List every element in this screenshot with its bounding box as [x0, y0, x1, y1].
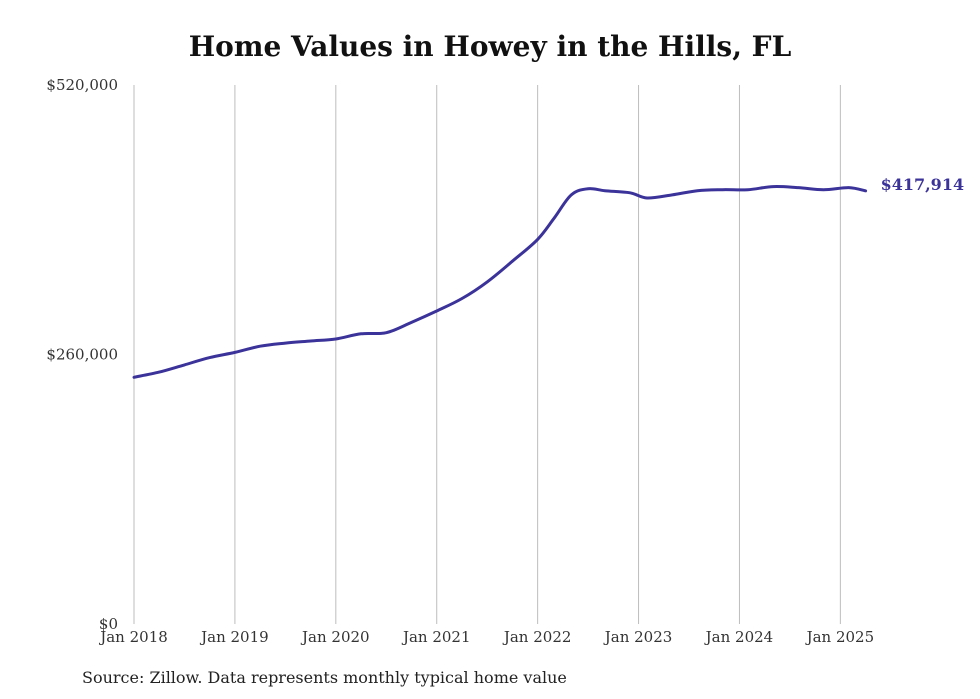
y-tick-label: $520,000: [46, 76, 118, 94]
x-tick-label: Jan 2019: [199, 628, 269, 646]
end-value-label: $417,914: [881, 175, 965, 194]
y-axis-ticks: $0 $260,000 $520,000: [46, 76, 118, 633]
x-tick-label: Jan 2024: [704, 628, 774, 646]
source-note: Source: Zillow. Data represents monthly …: [82, 668, 567, 687]
x-axis-ticks: Jan 2018 Jan 2019 Jan 2020 Jan 2021 Jan 2022…: [98, 628, 874, 646]
y-tick-label: $260,000: [46, 346, 118, 364]
y-tick-label: $0: [99, 615, 118, 633]
series-layer: [132, 185, 868, 379]
chart-title: Home Values in Howey in the Hills, FL: [188, 30, 792, 63]
x-tick-label: Jan 2023: [603, 628, 673, 646]
x-tick-label: Jan 2021: [401, 628, 471, 646]
end-label-layer: $417,914: [881, 175, 965, 194]
series-line: [132, 185, 868, 379]
x-tick-label: Jan 2025: [805, 628, 875, 646]
grid-lines: [133, 85, 841, 624]
x-tick-label: Jan 2020: [300, 628, 370, 646]
x-tick-label: Jan 2022: [502, 628, 572, 646]
x-tick-label: Jan 2018: [98, 628, 168, 646]
